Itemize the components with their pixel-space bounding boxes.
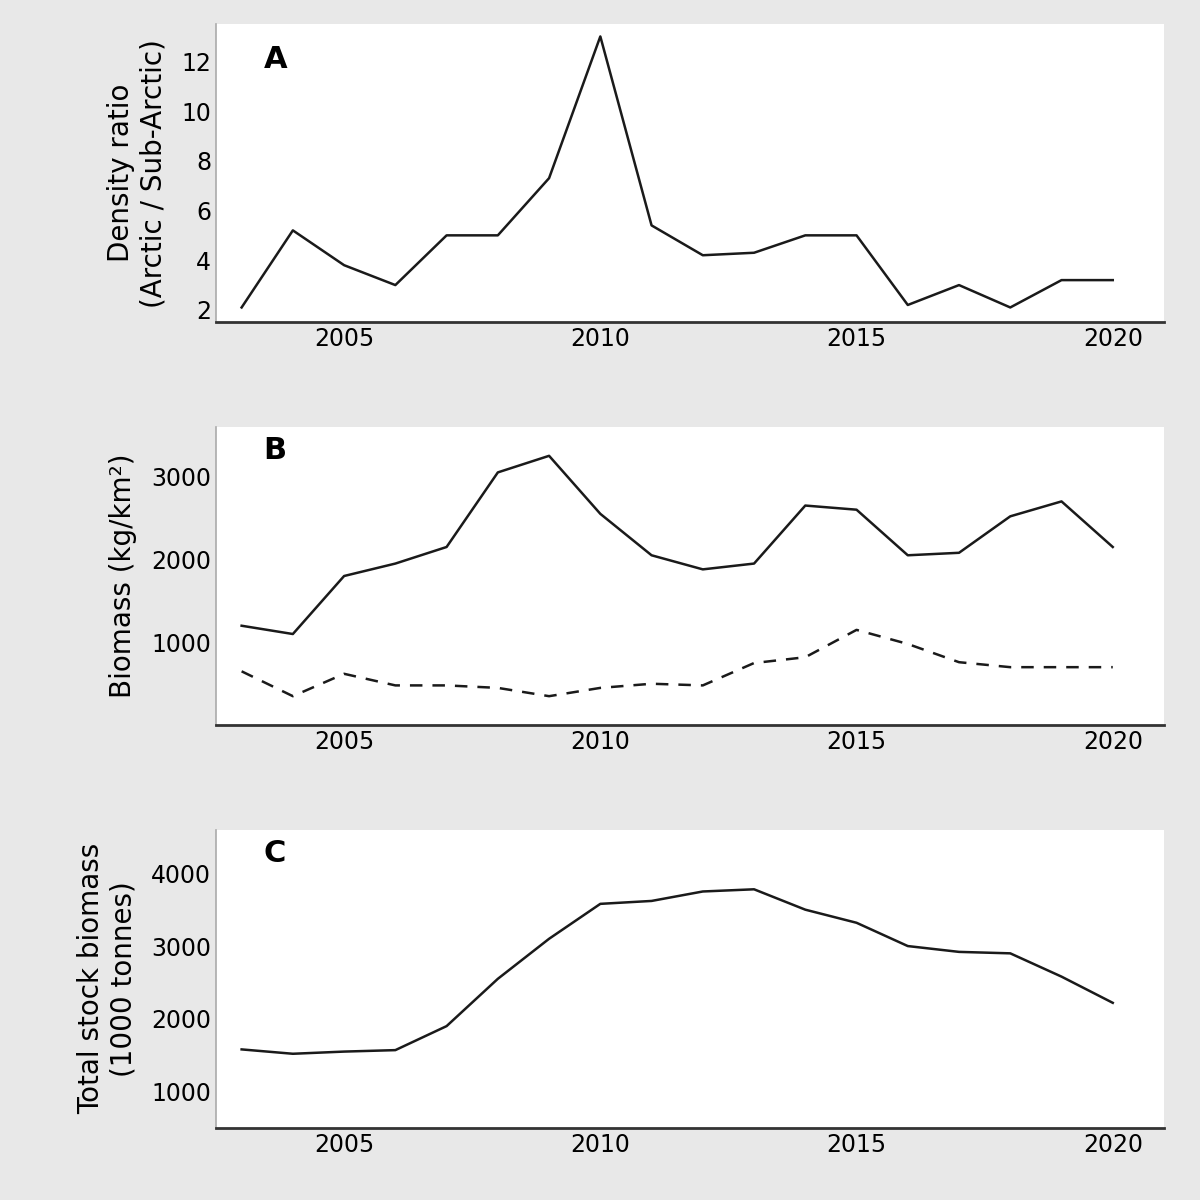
Y-axis label: Density ratio
(Arctic / Sub-Arctic): Density ratio (Arctic / Sub-Arctic) xyxy=(107,38,167,307)
Y-axis label: Biomass (kg/km²): Biomass (kg/km²) xyxy=(109,454,137,698)
Y-axis label: Total stock biomass
(1000 tonnes): Total stock biomass (1000 tonnes) xyxy=(77,844,137,1115)
Text: A: A xyxy=(264,44,287,74)
Text: B: B xyxy=(264,436,287,464)
Text: C: C xyxy=(264,839,286,868)
